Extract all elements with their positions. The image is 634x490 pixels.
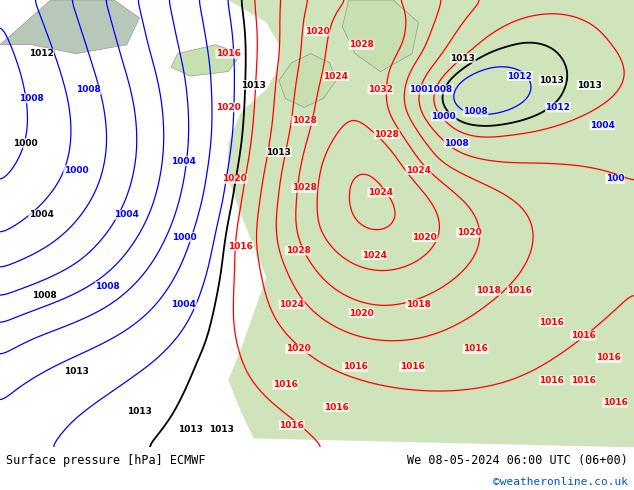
Text: 1008: 1008 [32, 291, 57, 300]
Text: 1016: 1016 [539, 318, 564, 327]
Text: 1028: 1028 [285, 246, 311, 255]
Text: 1024: 1024 [361, 250, 387, 260]
Text: 1013: 1013 [577, 80, 602, 90]
Text: 1012: 1012 [507, 72, 533, 80]
Text: 1016: 1016 [228, 242, 254, 250]
Text: 1016: 1016 [596, 353, 621, 363]
Text: ©weatheronline.co.uk: ©weatheronline.co.uk [493, 477, 628, 488]
Text: 1012: 1012 [29, 49, 54, 58]
Text: 1016: 1016 [279, 420, 304, 430]
Text: 1024: 1024 [368, 188, 393, 197]
Text: 1008: 1008 [19, 94, 44, 103]
Text: 1028: 1028 [349, 40, 374, 49]
Text: 1016: 1016 [323, 403, 349, 412]
Text: 1024: 1024 [279, 300, 304, 309]
Text: We 08-05-2024 06:00 UTC (06+00): We 08-05-2024 06:00 UTC (06+00) [407, 454, 628, 466]
Text: 1020: 1020 [216, 103, 241, 112]
Text: 1020: 1020 [222, 174, 247, 183]
Text: 1008: 1008 [444, 139, 469, 147]
Text: 1008: 1008 [76, 85, 101, 94]
Text: 1004: 1004 [29, 210, 54, 219]
Text: 1008: 1008 [463, 107, 488, 116]
Text: 1001008: 1001008 [410, 85, 453, 94]
Text: 1028: 1028 [374, 130, 399, 139]
Text: 1013: 1013 [209, 425, 235, 434]
Text: 1000: 1000 [172, 233, 196, 242]
Text: 1004: 1004 [114, 210, 139, 219]
Text: 1013: 1013 [127, 407, 152, 416]
Text: 1020: 1020 [285, 344, 311, 353]
Text: 1032: 1032 [368, 85, 393, 94]
Text: 1000: 1000 [432, 112, 456, 121]
Text: 1013: 1013 [539, 76, 564, 85]
Text: 1013: 1013 [63, 367, 89, 376]
Text: 1016: 1016 [463, 344, 488, 353]
Text: 1028: 1028 [292, 183, 317, 193]
Text: 100: 100 [605, 174, 624, 183]
Polygon shape [342, 0, 418, 72]
Text: 1024: 1024 [323, 72, 349, 80]
Text: 1008: 1008 [95, 282, 120, 291]
Polygon shape [279, 54, 336, 107]
Text: 1016: 1016 [216, 49, 241, 58]
Text: 1016: 1016 [399, 362, 425, 371]
Text: Surface pressure [hPa] ECMWF: Surface pressure [hPa] ECMWF [6, 454, 206, 466]
Polygon shape [171, 45, 241, 76]
Text: 1020: 1020 [349, 309, 374, 318]
Text: 1000: 1000 [64, 166, 88, 174]
Text: 1020: 1020 [456, 228, 482, 237]
Text: 1016: 1016 [539, 376, 564, 385]
Polygon shape [228, 0, 634, 447]
Text: 1016: 1016 [342, 362, 368, 371]
Text: 1013: 1013 [241, 80, 266, 90]
Text: 1004: 1004 [590, 121, 615, 130]
Text: 1016: 1016 [273, 380, 298, 389]
Text: 1016: 1016 [602, 398, 628, 407]
Text: 1016: 1016 [507, 286, 533, 295]
Text: 1024: 1024 [406, 166, 431, 174]
Text: 1020: 1020 [412, 233, 437, 242]
Text: 1018: 1018 [406, 300, 431, 309]
Text: 1016: 1016 [571, 331, 596, 340]
Text: 1018: 1018 [476, 286, 501, 295]
Text: 1000: 1000 [13, 139, 37, 147]
Text: 1013: 1013 [178, 425, 203, 434]
Text: 1004: 1004 [171, 156, 197, 166]
Text: 1004: 1004 [171, 300, 197, 309]
Text: 1016: 1016 [571, 376, 596, 385]
Text: 1012: 1012 [545, 103, 571, 112]
Text: 1020: 1020 [304, 27, 330, 36]
Text: 1028: 1028 [292, 116, 317, 125]
Text: 1013: 1013 [450, 54, 476, 63]
Polygon shape [0, 0, 139, 54]
Text: 1013: 1013 [266, 147, 292, 157]
